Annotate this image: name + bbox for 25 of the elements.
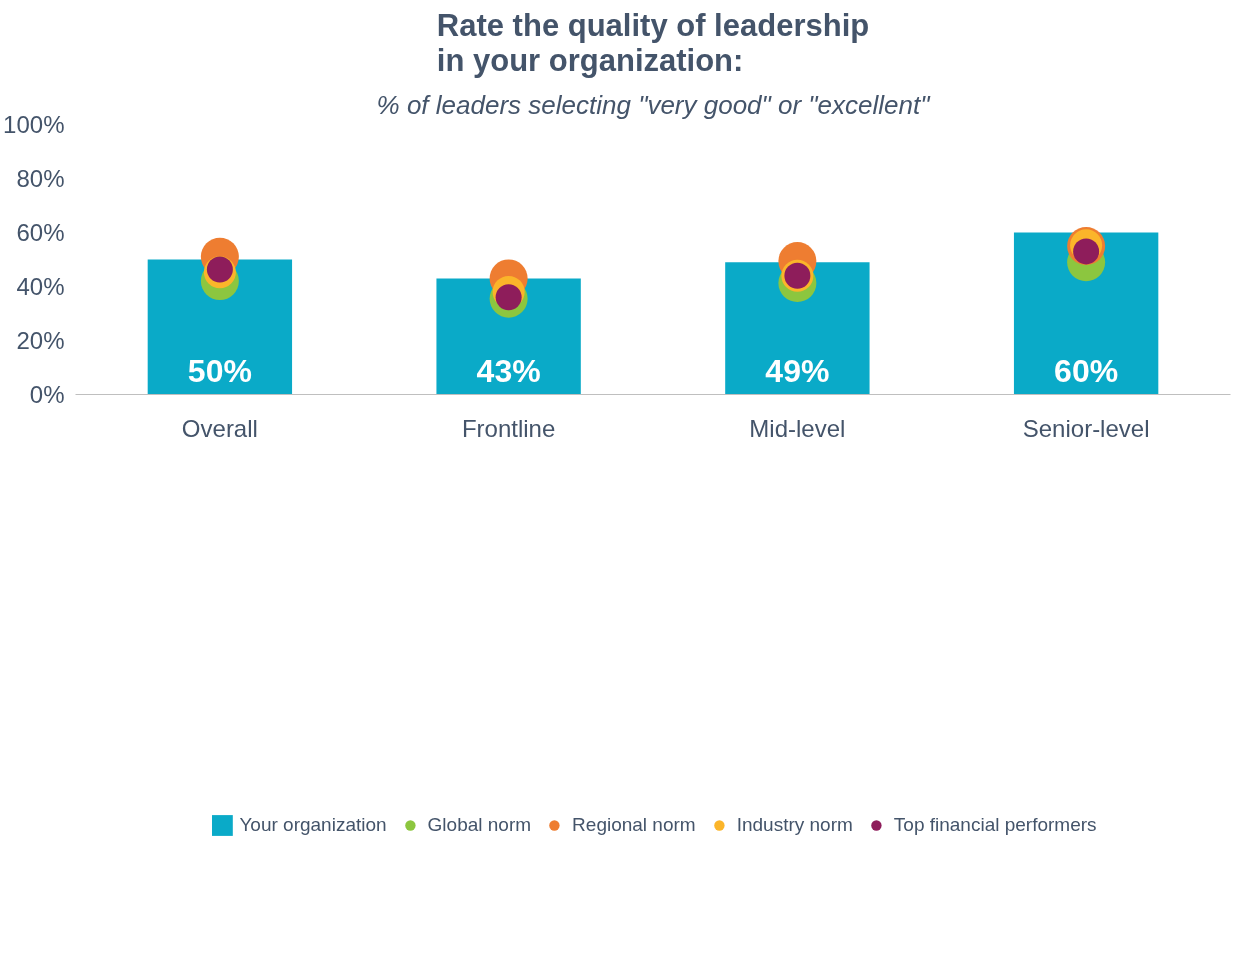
legend-label: Industry norm (736, 813, 853, 836)
x-tick-label: Frontline (461, 414, 556, 442)
data-label: 60% (1054, 353, 1119, 390)
y-tick-label: 60% (16, 219, 65, 246)
data-label: 43% (476, 353, 541, 390)
legend-label: Regional norm (572, 813, 696, 836)
legend-label: Your organization (239, 813, 387, 836)
x-tick-label: Mid-level (749, 414, 846, 442)
y-tick-label: 100% (3, 111, 65, 138)
bar (725, 262, 870, 395)
x-tick-label: Overall (181, 414, 258, 442)
y-tick-label: 20% (16, 327, 65, 354)
bar (147, 259, 293, 395)
legend-label: Global norm (427, 813, 532, 836)
chart-subtitle: % of leaders selecting "very good" or "excellent" (376, 89, 932, 120)
y-tick-label: 40% (16, 273, 65, 300)
legend-label: Top financial performers (893, 813, 1097, 836)
data-label: 49% (765, 353, 830, 390)
chart-title: Rate the quality of leadership in your organization: (436, 7, 870, 78)
x-tick-label: Senior-level (1022, 414, 1150, 442)
data-label: 50% (187, 353, 252, 390)
bar (436, 278, 581, 395)
y-tick-label: 0% (29, 381, 65, 408)
y-tick-label: 80% (16, 165, 65, 192)
bar (1013, 232, 1159, 395)
